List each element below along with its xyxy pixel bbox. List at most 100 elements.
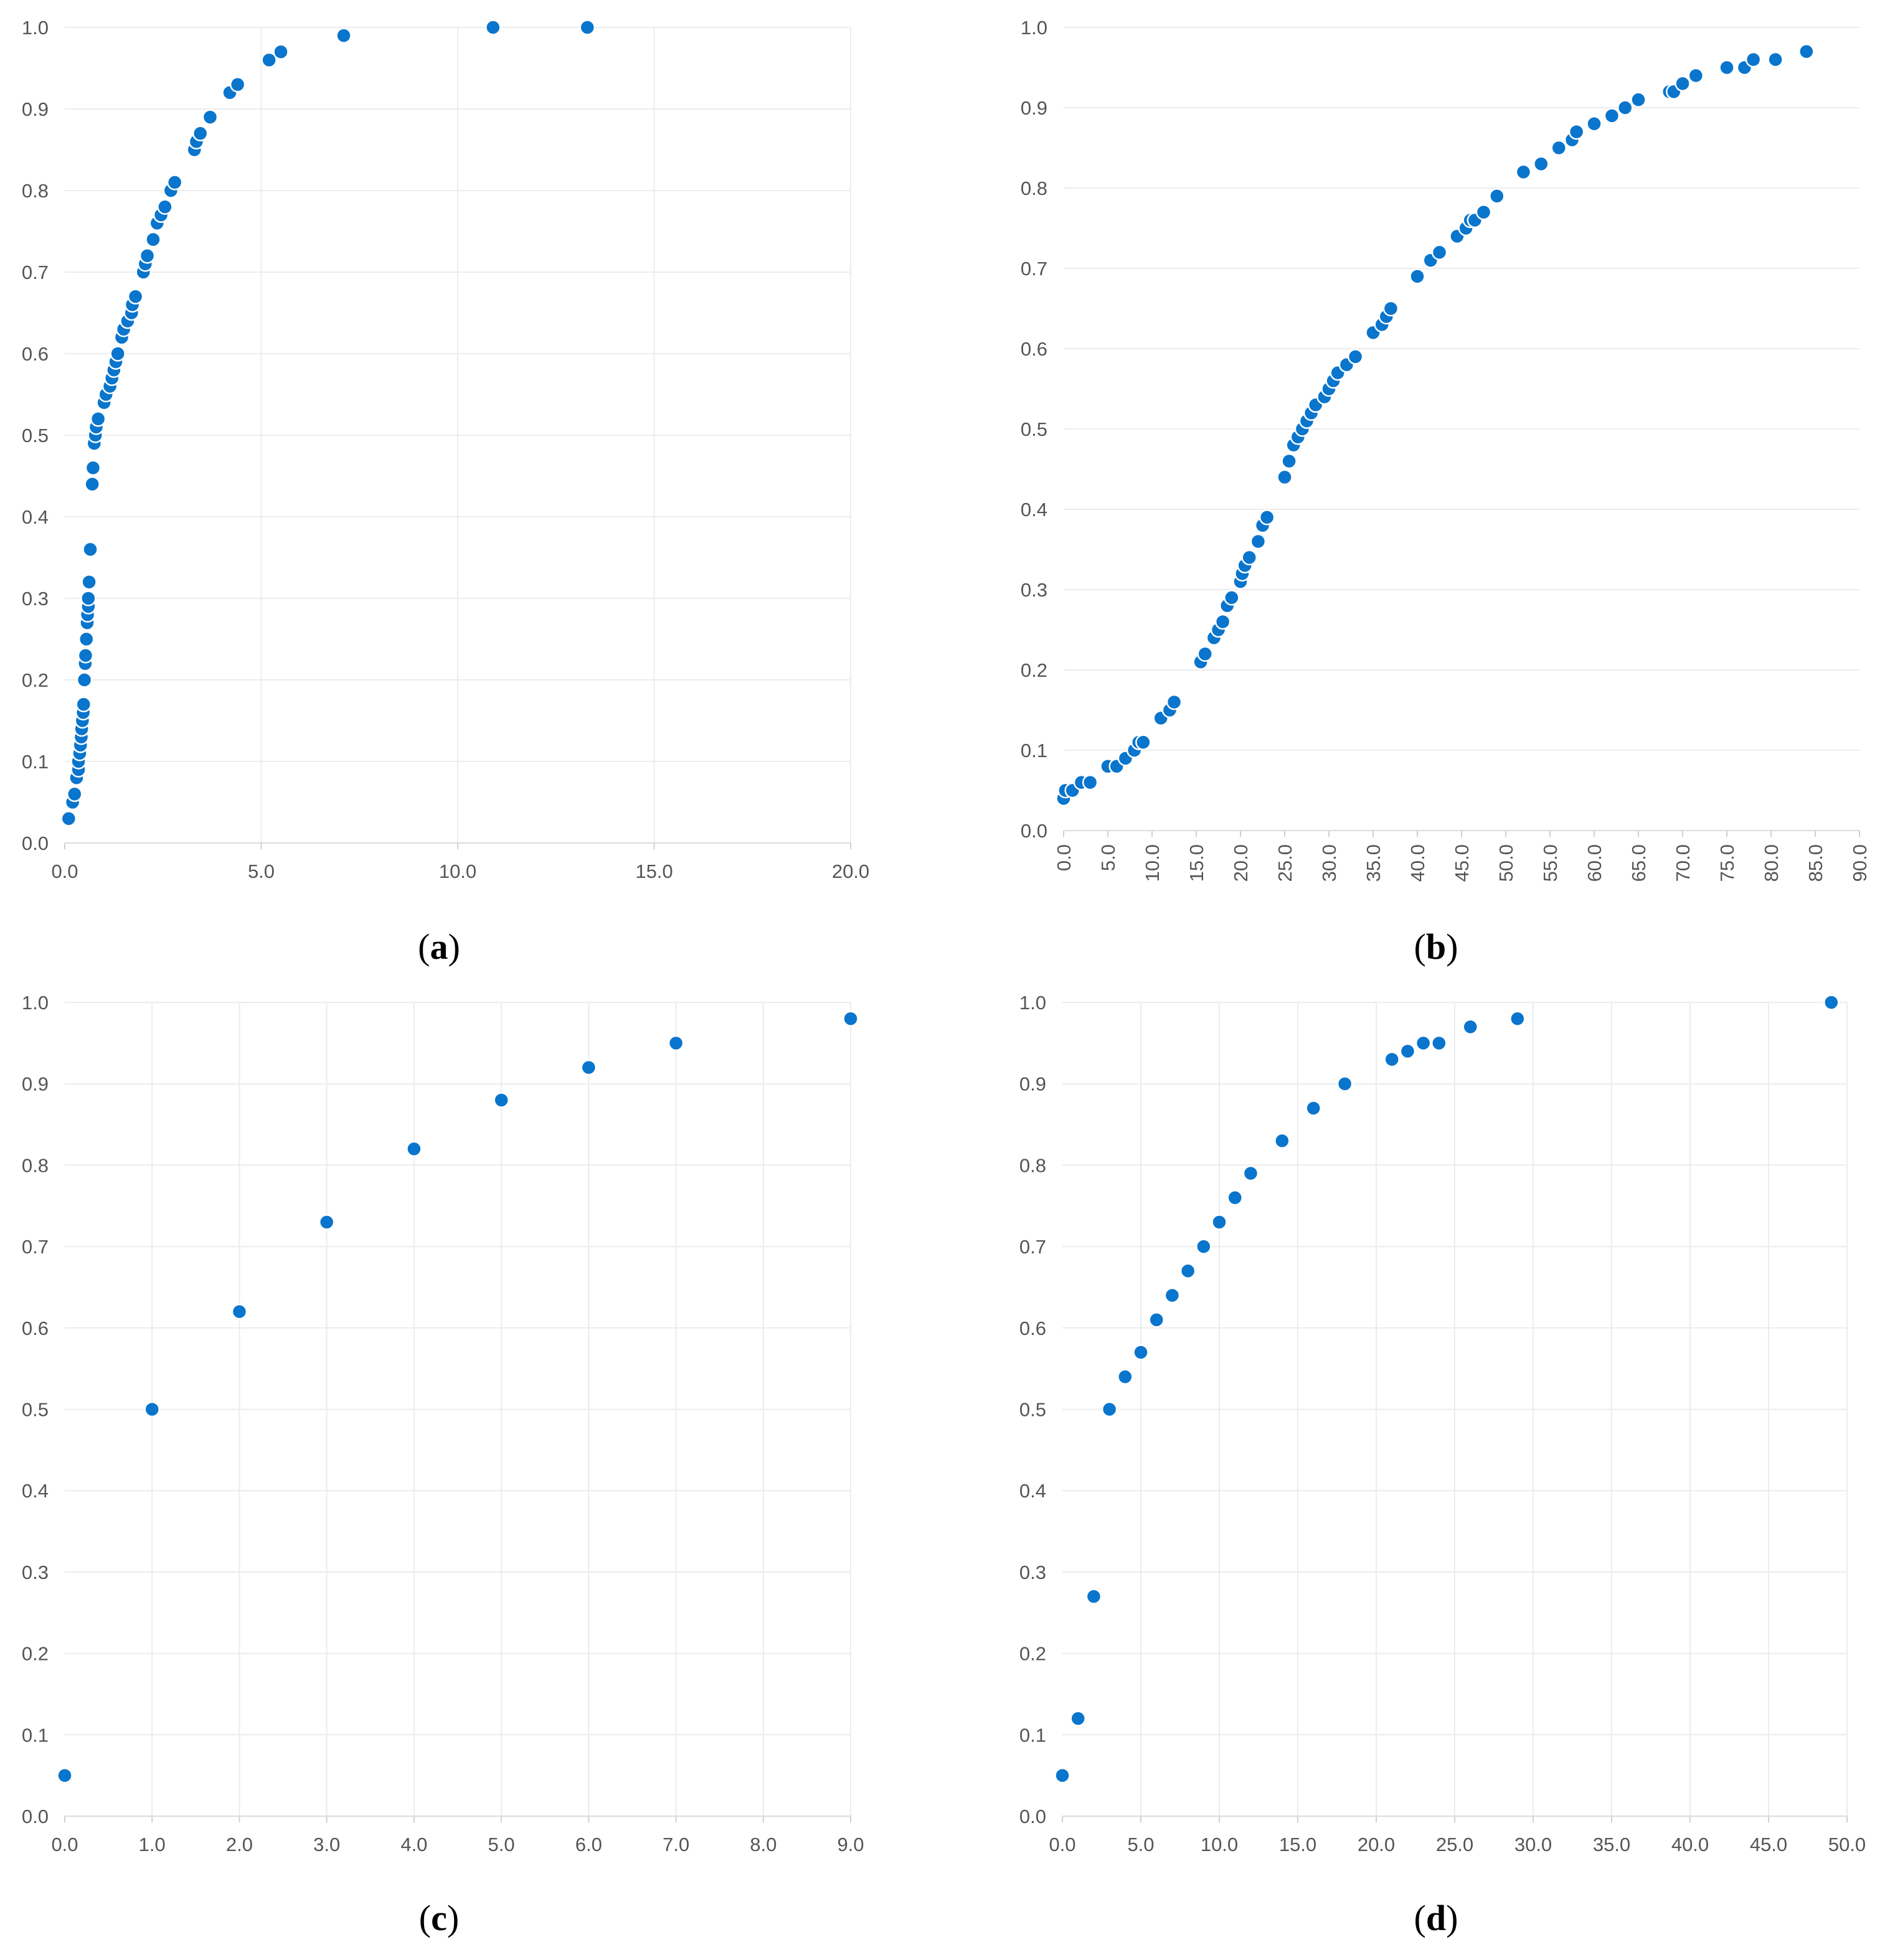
panel-b: 0.0 0.1 0.2 0.3 0.4 0.5 0.6 0.7 0.8 0.9 1.0 0.0 5.0 1… [1021, 17, 1871, 967]
data-point [1135, 734, 1151, 750]
x-tick-label: 5.0 [1127, 1834, 1154, 1855]
data-point [1475, 204, 1492, 220]
data-point [485, 19, 501, 35]
y-tick-label: 0.0 [22, 1806, 49, 1827]
data-point [127, 288, 144, 305]
data-point [1533, 156, 1549, 172]
x-tick-label: 35.0 [1363, 844, 1384, 882]
data-point [579, 19, 595, 35]
y-tick-label: 0.2 [22, 1643, 49, 1665]
data-point [1133, 1344, 1149, 1360]
data-point [192, 125, 209, 142]
data-point [1082, 774, 1099, 791]
data-point [77, 647, 94, 664]
x-tick-label: 30.0 [1514, 1834, 1552, 1855]
x-tick-label: 85.0 [1805, 844, 1826, 882]
y-tick-label: 0.1 [22, 1724, 49, 1746]
data-point [78, 631, 95, 648]
data-point [1399, 1043, 1416, 1060]
data-point [76, 672, 93, 688]
x-tick-label: 20.0 [1230, 844, 1252, 882]
data-point [81, 574, 97, 590]
data-point [493, 1092, 509, 1108]
data-point [1745, 51, 1762, 68]
panel-caption: (d) [1414, 1898, 1458, 1938]
y-tick-label: 0.0 [22, 832, 49, 854]
x-tick-label: 20.0 [832, 860, 869, 882]
data-point [1336, 1075, 1353, 1092]
data-point [1382, 300, 1399, 317]
y-tick-label: 0.6 [1021, 338, 1047, 360]
y-tick-label: 0.7 [1019, 1236, 1046, 1258]
x-tick-label: 65.0 [1628, 844, 1650, 882]
data-point [1431, 244, 1448, 260]
y-tick-label: 0.1 [1019, 1724, 1046, 1746]
y-tick-label: 0.7 [22, 261, 49, 283]
y-tick-label: 0.7 [1021, 258, 1047, 280]
x-tick-label: 3.0 [313, 1834, 340, 1855]
data-point [84, 476, 100, 492]
y-tick-label: 0.9 [22, 1073, 49, 1095]
data-point [1604, 108, 1620, 124]
data-point [1277, 469, 1293, 486]
y-tick-label: 0.3 [22, 1562, 49, 1583]
y-tick-label: 0.4 [1021, 499, 1047, 521]
x-tick-label: 5.0 [1097, 844, 1119, 871]
y-tick-label: 0.5 [22, 425, 49, 446]
y-tick-label: 0.1 [22, 751, 49, 773]
y-tick-label: 0.3 [1019, 1562, 1046, 1583]
data-point [1117, 1369, 1133, 1385]
x-tick-label: 25.0 [1436, 1834, 1473, 1855]
data-point [1415, 1035, 1432, 1052]
x-tick-label: 60.0 [1584, 844, 1605, 882]
data-point [75, 696, 92, 713]
x-tick-label: 10.0 [1141, 844, 1163, 882]
panel-caption: (b) [1414, 926, 1458, 967]
data-point [1242, 1165, 1259, 1182]
y-tick-label: 0.0 [1019, 1806, 1046, 1827]
data-point [80, 590, 97, 606]
data-point [1462, 1019, 1478, 1035]
x-tick-label: 2.0 [226, 1834, 253, 1855]
data-point [229, 76, 246, 93]
y-tick-label: 0.5 [22, 1399, 49, 1421]
data-point [139, 248, 156, 264]
x-tick-label: 8.0 [750, 1834, 777, 1855]
x-tick-label: 10.0 [439, 860, 476, 882]
y-tick-label: 0.5 [1019, 1399, 1046, 1421]
data-point [82, 541, 98, 558]
y-tick-label: 0.8 [1021, 177, 1047, 199]
y-tick-label: 0.2 [22, 669, 49, 691]
data-point [1224, 590, 1240, 606]
data-point [1070, 1710, 1086, 1727]
y-tick-label: 1.0 [22, 992, 49, 1014]
data-point [1197, 646, 1213, 662]
x-tick-label: 45.0 [1750, 1834, 1787, 1855]
data-point [1510, 1011, 1526, 1027]
data-point [668, 1035, 684, 1052]
data-point [1431, 1035, 1447, 1052]
data-point [1798, 43, 1815, 60]
data-point [57, 1767, 73, 1784]
data-point [85, 459, 102, 476]
x-tick-label: 15.0 [635, 860, 673, 882]
x-tick-label: 50.0 [1828, 1834, 1866, 1855]
data-point [1054, 1767, 1070, 1784]
data-point [406, 1141, 422, 1157]
y-tick-label: 0.0 [1021, 820, 1047, 842]
y-tick-label: 0.6 [22, 1317, 49, 1339]
x-tick-label: 80.0 [1760, 844, 1782, 882]
y-tick-label: 1.0 [1021, 17, 1047, 39]
x-tick-label: 55.0 [1539, 844, 1561, 882]
data-point [843, 1011, 859, 1027]
data-point [1179, 1263, 1196, 1279]
x-tick-label: 1.0 [139, 1834, 166, 1855]
data-point [166, 174, 183, 191]
x-tick-label: 6.0 [575, 1834, 602, 1855]
data-point [1630, 92, 1647, 108]
data-point [1164, 1287, 1181, 1304]
x-tick-label: 25.0 [1274, 844, 1296, 882]
y-tick-label: 0.2 [1021, 659, 1047, 681]
y-tick-label: 1.0 [1019, 992, 1046, 1014]
